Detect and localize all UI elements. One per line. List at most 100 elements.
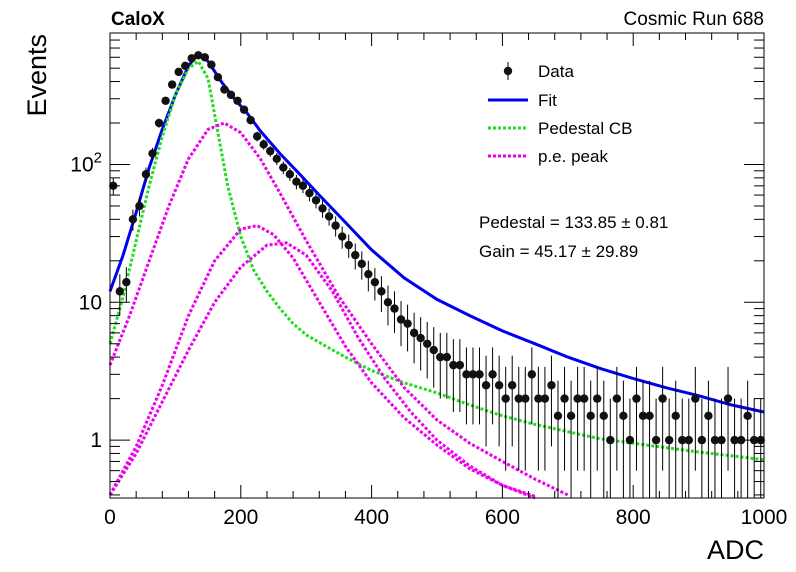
data-point — [730, 435, 739, 445]
data-point — [259, 140, 268, 149]
data-point — [213, 73, 223, 82]
data-point — [593, 394, 602, 403]
data-point — [181, 61, 190, 71]
data-point — [226, 90, 236, 100]
data-point — [475, 370, 484, 379]
data-point — [377, 287, 386, 296]
data-point — [455, 360, 465, 370]
data-point — [442, 352, 452, 362]
x-tick-label: 200 — [223, 506, 258, 529]
data-point — [311, 196, 321, 205]
data-point — [468, 370, 478, 379]
data-point — [174, 67, 183, 77]
data-point — [122, 277, 131, 287]
data-point — [501, 394, 510, 403]
series-line-p-e-peak-3 — [108, 241, 536, 500]
data-point — [285, 170, 295, 179]
data-point — [396, 315, 406, 324]
data-point — [671, 411, 680, 421]
series-line-p-e-peak-1 — [108, 121, 569, 497]
data-point — [632, 394, 641, 403]
data-point — [148, 149, 157, 158]
data-point — [527, 370, 537, 379]
data-point — [416, 333, 425, 343]
data-point — [324, 212, 334, 221]
data-point — [449, 360, 458, 370]
data-point — [187, 54, 196, 63]
data-point — [586, 411, 595, 421]
data-point — [566, 411, 576, 421]
data-point — [318, 204, 327, 213]
annotation-gain: Gain = 45.17 ± 29.89 — [479, 242, 638, 261]
data-point — [697, 435, 707, 445]
data-point — [645, 411, 654, 421]
data-points-layer — [109, 51, 765, 498]
data-point — [383, 298, 393, 307]
legend-label: Fit — [538, 91, 557, 110]
data-point — [664, 435, 674, 445]
data-point — [128, 215, 138, 224]
data-point — [200, 53, 210, 62]
data-point — [743, 411, 752, 421]
data-point — [599, 411, 608, 421]
data-point — [521, 394, 530, 403]
data-point — [141, 170, 151, 179]
data-point — [115, 287, 125, 296]
data-point — [573, 394, 582, 403]
data-point — [351, 250, 360, 260]
y-tick-label: 102 — [70, 149, 102, 176]
data-point — [508, 381, 517, 390]
data-point — [606, 435, 615, 445]
x-tick-label: 600 — [485, 506, 520, 529]
data-point — [292, 177, 301, 186]
data-point — [462, 370, 471, 379]
legend-marker-data — [503, 66, 513, 76]
data-point — [266, 146, 275, 156]
data-point — [429, 345, 438, 355]
y-axis-title: Events — [22, 34, 52, 117]
data-point — [364, 269, 373, 279]
data-point — [272, 154, 281, 163]
data-point — [357, 259, 366, 269]
data-point — [723, 394, 733, 403]
curves-layer — [108, 51, 765, 500]
data-point — [344, 240, 353, 250]
data-point — [207, 60, 216, 69]
data-point — [135, 201, 144, 211]
data-point — [547, 381, 556, 390]
data-point — [684, 435, 693, 445]
y-tick-label: 1 — [90, 429, 102, 452]
data-point — [252, 132, 262, 141]
data-point — [279, 163, 288, 172]
data-point — [422, 339, 432, 348]
data-point — [154, 118, 164, 128]
data-point — [409, 328, 419, 338]
x-tick-label: 400 — [354, 506, 389, 529]
data-point — [704, 411, 713, 421]
data-point — [540, 394, 550, 403]
data-point — [553, 411, 563, 421]
data-point — [488, 370, 497, 379]
data-point — [717, 435, 726, 445]
data-point — [710, 435, 720, 445]
data-point — [161, 96, 170, 105]
series-line-pedestal-cb — [108, 59, 765, 462]
data-point — [651, 435, 661, 445]
x-tick-label: 800 — [616, 506, 651, 529]
x-axis-title: ADC — [707, 535, 764, 565]
data-point — [436, 352, 445, 362]
series-line-p-e-peak-2 — [108, 224, 536, 498]
data-point — [678, 435, 687, 445]
plot-frame — [109, 32, 765, 499]
experiment-label: CaloX — [111, 9, 165, 30]
data-point — [560, 394, 569, 403]
data-point — [239, 105, 249, 114]
axes-layer: 0 200 400 600 800 1000 1 10 102 — [70, 32, 787, 529]
data-point — [736, 435, 746, 445]
data-point — [167, 80, 177, 89]
data-point — [638, 411, 648, 421]
data-point — [514, 394, 523, 403]
data-point — [494, 381, 504, 390]
data-point — [625, 435, 635, 445]
